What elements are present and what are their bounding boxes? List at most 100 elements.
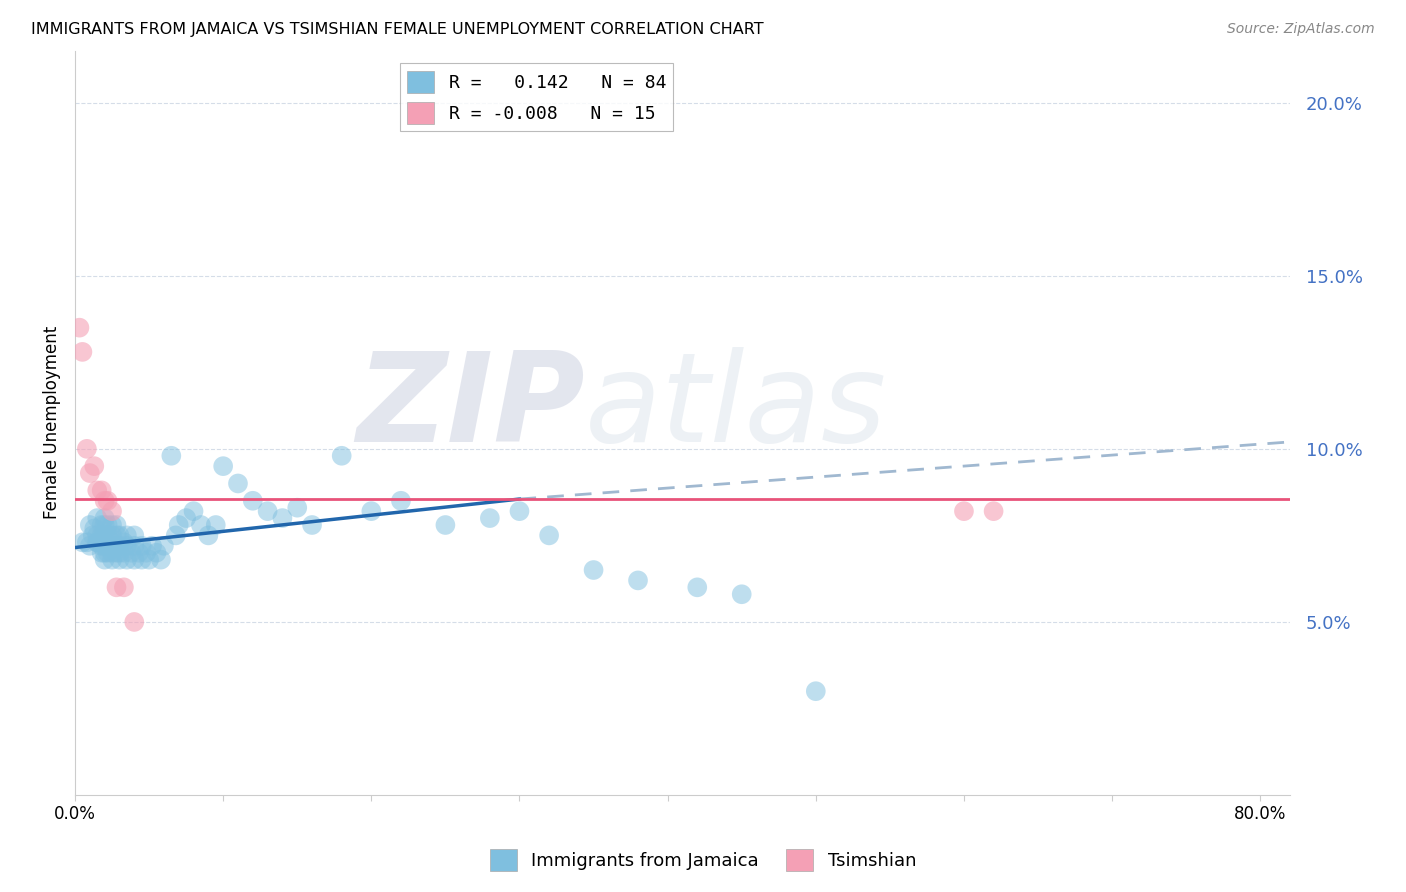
Point xyxy=(256,504,278,518)
Point xyxy=(389,493,412,508)
Point xyxy=(86,535,108,549)
Point xyxy=(301,518,323,533)
Point xyxy=(82,528,104,542)
Point xyxy=(101,546,124,560)
Point xyxy=(212,459,235,474)
Point xyxy=(330,449,353,463)
Point xyxy=(582,563,605,577)
Text: Source: ZipAtlas.com: Source: ZipAtlas.com xyxy=(1227,22,1375,37)
Point xyxy=(93,546,115,560)
Point xyxy=(804,684,827,698)
Point xyxy=(97,493,120,508)
Point xyxy=(112,546,135,560)
Point xyxy=(145,546,167,560)
Point xyxy=(97,546,120,560)
Point xyxy=(97,528,120,542)
Point xyxy=(93,539,115,553)
Point xyxy=(101,552,124,566)
Point xyxy=(72,345,94,359)
Point xyxy=(242,493,264,508)
Text: ZIP: ZIP xyxy=(357,348,585,468)
Point xyxy=(79,539,101,553)
Point xyxy=(122,552,145,566)
Point xyxy=(122,615,145,629)
Point xyxy=(983,504,1005,518)
Point xyxy=(105,528,128,542)
Point xyxy=(86,511,108,525)
Point xyxy=(226,476,249,491)
Point xyxy=(167,518,190,533)
Point xyxy=(131,552,153,566)
Point xyxy=(538,528,561,542)
Point xyxy=(105,546,128,560)
Point xyxy=(76,535,98,549)
Point xyxy=(686,580,709,594)
Point xyxy=(271,511,294,525)
Point xyxy=(86,483,108,498)
Point xyxy=(101,518,124,533)
Point xyxy=(953,504,976,518)
Point xyxy=(122,528,145,542)
Point xyxy=(93,535,115,549)
Point xyxy=(165,528,187,542)
Point xyxy=(141,539,163,553)
Point xyxy=(69,320,91,334)
Point xyxy=(101,535,124,549)
Point xyxy=(190,518,212,533)
Point xyxy=(105,518,128,533)
Point xyxy=(627,574,650,588)
Point xyxy=(90,483,112,498)
Point xyxy=(160,449,183,463)
Point xyxy=(90,535,112,549)
Point xyxy=(108,552,131,566)
Point xyxy=(360,504,382,518)
Point xyxy=(76,442,98,456)
Text: IMMIGRANTS FROM JAMAICA VS TSIMSHIAN FEMALE UNEMPLOYMENT CORRELATION CHART: IMMIGRANTS FROM JAMAICA VS TSIMSHIAN FEM… xyxy=(31,22,763,37)
Point xyxy=(138,552,160,566)
Point xyxy=(83,521,105,535)
Point xyxy=(90,539,112,553)
Point xyxy=(93,528,115,542)
Point xyxy=(83,459,105,474)
Point xyxy=(508,504,530,518)
Point xyxy=(79,518,101,533)
Point xyxy=(128,546,150,560)
Point xyxy=(135,546,157,560)
Point xyxy=(285,500,308,515)
Point xyxy=(115,539,138,553)
Point xyxy=(90,528,112,542)
Point xyxy=(86,535,108,549)
Legend: R =   0.142   N = 84, R = -0.008   N = 15: R = 0.142 N = 84, R = -0.008 N = 15 xyxy=(399,63,673,131)
Point xyxy=(731,587,754,601)
Point xyxy=(197,528,219,542)
Point xyxy=(101,504,124,518)
Point xyxy=(183,504,205,518)
Point xyxy=(115,528,138,542)
Point xyxy=(79,466,101,480)
Point xyxy=(204,518,226,533)
Point xyxy=(93,511,115,525)
Point xyxy=(90,546,112,560)
Point xyxy=(90,518,112,533)
Point xyxy=(97,539,120,553)
Point xyxy=(122,539,145,553)
Point xyxy=(174,511,197,525)
Point xyxy=(131,539,153,553)
Point xyxy=(112,580,135,594)
Point xyxy=(93,518,115,533)
Point xyxy=(108,528,131,542)
Point xyxy=(105,539,128,553)
Point xyxy=(108,546,131,560)
Point xyxy=(72,535,94,549)
Point xyxy=(105,580,128,594)
Y-axis label: Female Unemployment: Female Unemployment xyxy=(44,326,60,519)
Point xyxy=(86,528,108,542)
Legend: Immigrants from Jamaica, Tsimshian: Immigrants from Jamaica, Tsimshian xyxy=(482,842,924,879)
Point xyxy=(93,493,115,508)
Point xyxy=(120,546,142,560)
Point xyxy=(149,552,172,566)
Point xyxy=(478,511,501,525)
Point xyxy=(115,552,138,566)
Point xyxy=(93,552,115,566)
Text: atlas: atlas xyxy=(585,348,887,468)
